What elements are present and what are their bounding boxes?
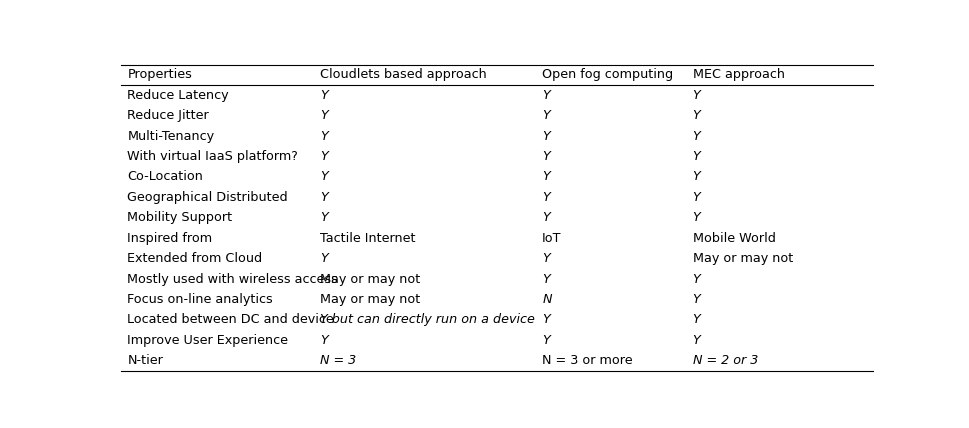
Text: Mostly used with wireless access: Mostly used with wireless access bbox=[127, 273, 338, 285]
Text: Located between DC and device: Located between DC and device bbox=[127, 313, 333, 327]
Text: Y: Y bbox=[542, 191, 549, 204]
Text: Co-Location: Co-Location bbox=[127, 170, 203, 184]
Text: Y: Y bbox=[692, 334, 700, 347]
Text: May or may not: May or may not bbox=[320, 293, 421, 306]
Text: Focus on-line analytics: Focus on-line analytics bbox=[127, 293, 272, 306]
Text: With virtual IaaS platform?: With virtual IaaS platform? bbox=[127, 150, 297, 163]
Text: Y: Y bbox=[542, 211, 549, 224]
Text: Y: Y bbox=[320, 109, 328, 122]
Text: Y: Y bbox=[692, 170, 700, 184]
Text: Y: Y bbox=[542, 252, 549, 265]
Text: Extended from Cloud: Extended from Cloud bbox=[127, 252, 263, 265]
Text: Y: Y bbox=[692, 191, 700, 204]
Text: Y: Y bbox=[692, 293, 700, 306]
Text: Y: Y bbox=[542, 170, 549, 184]
Text: Y: Y bbox=[542, 130, 549, 143]
Text: Mobile World: Mobile World bbox=[692, 232, 774, 245]
Text: Mobility Support: Mobility Support bbox=[127, 211, 233, 224]
Text: Y: Y bbox=[320, 170, 328, 184]
Text: Y: Y bbox=[692, 89, 700, 102]
Text: Open fog computing: Open fog computing bbox=[542, 68, 672, 81]
Text: Y: Y bbox=[542, 273, 549, 285]
Text: May or may not: May or may not bbox=[320, 273, 421, 285]
Text: N = 2 or 3: N = 2 or 3 bbox=[692, 354, 757, 367]
Text: Y: Y bbox=[692, 109, 700, 122]
Text: Y: Y bbox=[320, 211, 328, 224]
Text: IoT: IoT bbox=[542, 232, 561, 245]
Text: Y: Y bbox=[320, 252, 328, 265]
Text: N = 3 or more: N = 3 or more bbox=[542, 354, 632, 367]
Text: Properties: Properties bbox=[127, 68, 192, 81]
Text: Improve User Experience: Improve User Experience bbox=[127, 334, 288, 347]
Text: Tactile Internet: Tactile Internet bbox=[320, 232, 416, 245]
Text: Y: Y bbox=[542, 109, 549, 122]
Text: Y: Y bbox=[542, 89, 549, 102]
Text: Y: Y bbox=[320, 334, 328, 347]
Text: Y: Y bbox=[692, 211, 700, 224]
Text: Multi-Tenancy: Multi-Tenancy bbox=[127, 130, 214, 143]
Text: Y: Y bbox=[320, 130, 328, 143]
Text: MEC approach: MEC approach bbox=[692, 68, 784, 81]
Text: Y: Y bbox=[320, 89, 328, 102]
Text: Y: Y bbox=[692, 130, 700, 143]
Text: Cloudlets based approach: Cloudlets based approach bbox=[320, 68, 486, 81]
Text: Y: Y bbox=[542, 334, 549, 347]
Text: Reduce Jitter: Reduce Jitter bbox=[127, 109, 208, 122]
Text: Y: Y bbox=[320, 191, 328, 204]
Text: N = 3: N = 3 bbox=[320, 354, 357, 367]
Text: Y: Y bbox=[542, 150, 549, 163]
Text: Y: Y bbox=[692, 150, 700, 163]
Text: Y: Y bbox=[542, 313, 549, 327]
Text: Geographical Distributed: Geographical Distributed bbox=[127, 191, 288, 204]
Text: May or may not: May or may not bbox=[692, 252, 792, 265]
Text: N-tier: N-tier bbox=[127, 354, 163, 367]
Text: Inspired from: Inspired from bbox=[127, 232, 212, 245]
Text: N: N bbox=[542, 293, 551, 306]
Text: Y but can directly run on a device: Y but can directly run on a device bbox=[320, 313, 535, 327]
Text: Y: Y bbox=[320, 150, 328, 163]
Text: Y: Y bbox=[692, 313, 700, 327]
Text: Y: Y bbox=[692, 273, 700, 285]
Text: Reduce Latency: Reduce Latency bbox=[127, 89, 229, 102]
